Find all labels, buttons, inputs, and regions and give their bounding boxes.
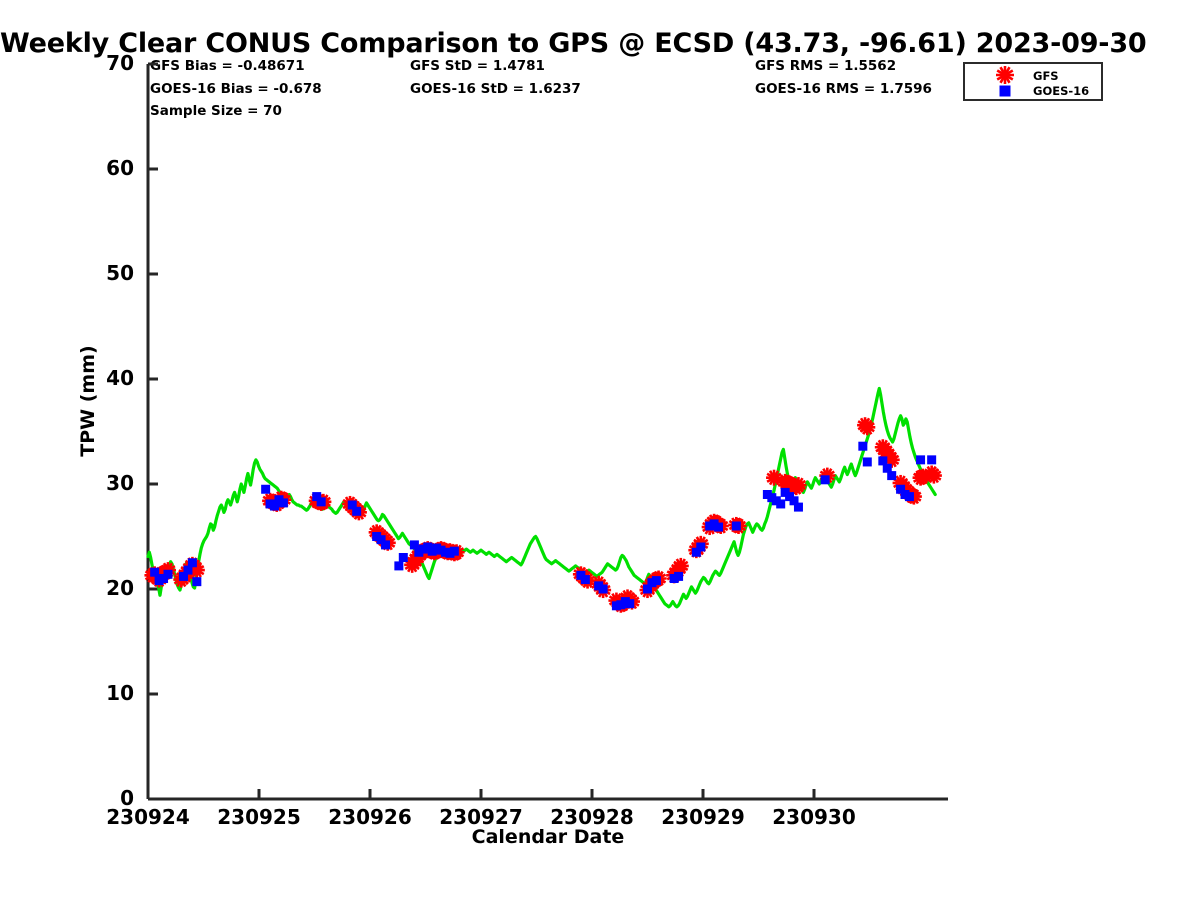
page-title: Weekly Clear CONUS Comparison to GPS @ E… [0, 28, 1147, 59]
y-tick-label: 70 [106, 51, 134, 75]
x-tick-label: 230927 [439, 805, 523, 829]
stat-goes-rms: GOES-16 RMS = 1.7596 [755, 81, 932, 97]
x-tick-label: 230925 [217, 805, 301, 829]
y-axis-label: TPW (mm) [77, 345, 99, 457]
stat-gfs-bias: GFS Bias = -0.48671 [150, 58, 305, 74]
y-tick-label: 0 [120, 786, 134, 810]
stat-gfs-rms: GFS RMS = 1.5562 [755, 58, 897, 74]
series-gps [146, 386, 937, 609]
x-tick-label: 230930 [772, 805, 856, 829]
x-tick-label: 230928 [550, 805, 634, 829]
chart-legend[interactable]: GFS GOES-16 [963, 62, 1103, 101]
y-tick-label: 10 [106, 681, 134, 705]
stat-sample-size: Sample Size = 70 [150, 103, 282, 119]
y-tick-label: 60 [106, 156, 134, 180]
y-tick-label: 30 [106, 471, 134, 495]
legend-label-goes16: GOES-16 [1033, 84, 1090, 98]
y-tick-label: 50 [106, 261, 134, 285]
stat-gfs-std: GFS StD = 1.4781 [410, 58, 545, 74]
x-tick-label: 230926 [328, 805, 412, 829]
stat-goes-bias: GOES-16 Bias = -0.678 [150, 81, 322, 97]
series-gfs [144, 417, 942, 613]
series-goes-16 [150, 441, 937, 611]
x-tick-label: 230924 [106, 805, 190, 829]
legend-label-gfs: GFS [1033, 69, 1059, 83]
x-axis-label: Calendar Date [471, 826, 625, 848]
x-tick-label: 230929 [661, 805, 745, 829]
stat-goes-std: GOES-16 StD = 1.6237 [410, 81, 581, 97]
data-series [144, 386, 942, 613]
axes [146, 62, 948, 801]
legend-markers [996, 66, 1014, 97]
y-tick-label: 20 [106, 576, 134, 600]
y-tick-label: 40 [106, 366, 134, 390]
